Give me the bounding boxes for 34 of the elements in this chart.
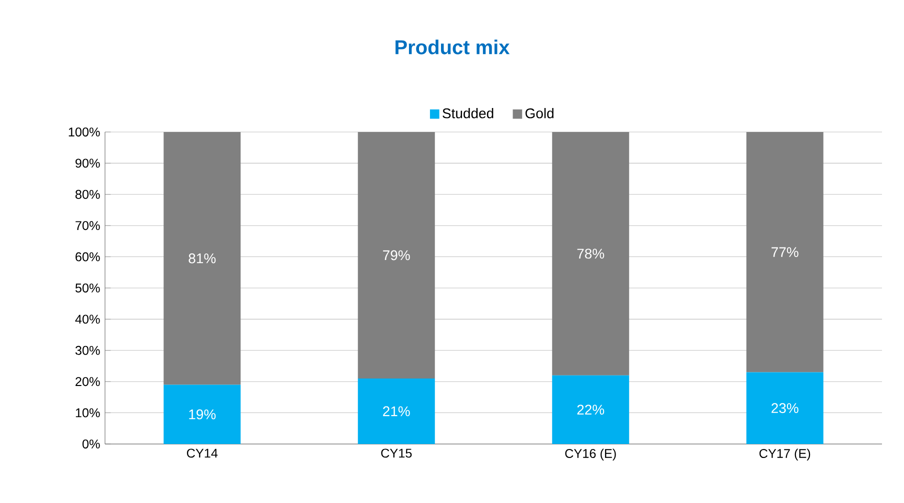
data-label: 22%	[577, 404, 604, 415]
y-tick-label: 60%	[76, 252, 100, 262]
y-tick-label: 70%	[76, 221, 100, 230]
y-tick-label: 90%	[76, 158, 100, 168]
bar	[552, 375, 630, 444]
bar	[164, 384, 241, 444]
y-tick-label: 50%	[75, 284, 100, 292]
x-tick-label: CY17 (E)	[759, 448, 810, 460]
y-tick-label: 40%	[75, 314, 100, 324]
bar	[164, 132, 241, 385]
y-tick-label: 10%	[76, 408, 100, 418]
y-tick-label: 20%	[76, 377, 100, 386]
data-label: 77%	[772, 247, 798, 258]
bar	[552, 132, 630, 376]
chart-title: Product mix	[396, 40, 510, 54]
data-label: 23%	[772, 403, 798, 414]
data-label: 78%	[577, 248, 604, 259]
x-tick-label: CY14	[186, 448, 218, 458]
legend-label: Gold	[526, 108, 554, 118]
data-label: 21%	[383, 406, 410, 416]
data-label: 81%	[188, 253, 216, 264]
legend-label: Studded	[442, 108, 494, 118]
y-tick-label: 30%	[75, 346, 100, 355]
bar	[358, 132, 435, 378]
bar	[746, 372, 824, 444]
bar	[358, 378, 435, 444]
y-tick-label: 100%	[68, 128, 100, 136]
x-tick-label: CY15	[381, 448, 412, 458]
y-tick-label: 0%	[82, 440, 100, 448]
x-tick-label: CY16 (E)	[565, 448, 616, 460]
y-tick-label: 80%	[75, 190, 100, 199]
bar	[746, 132, 824, 372]
data-label: 79%	[383, 250, 410, 260]
data-label: 19%	[189, 409, 216, 420]
